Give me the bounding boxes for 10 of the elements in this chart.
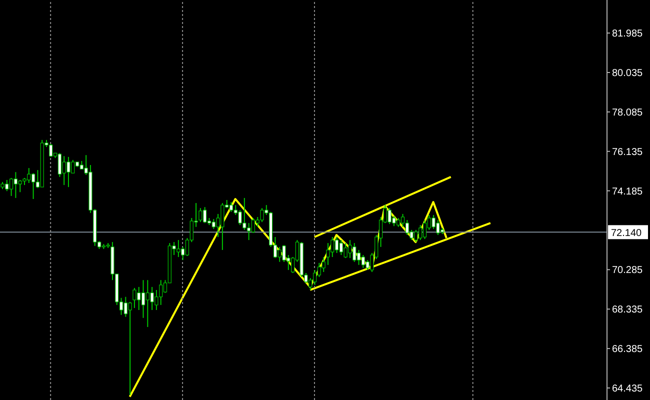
y-tick-label: 76.135 xyxy=(612,146,644,158)
y-tick-label: 64.435 xyxy=(612,384,644,395)
y-tick-label: 80.035 xyxy=(612,68,644,80)
y-tick-label: 68.335 xyxy=(612,304,644,316)
y-tick-label: 81.985 xyxy=(612,28,644,40)
y-tick-label: 70.285 xyxy=(612,265,644,276)
y-tick-label: 66.385 xyxy=(612,344,644,356)
y-tick-label: 78.085 xyxy=(612,107,644,118)
y-tick-label: 74.185 xyxy=(612,186,644,198)
ref-line-label: 72.140 xyxy=(611,228,642,240)
